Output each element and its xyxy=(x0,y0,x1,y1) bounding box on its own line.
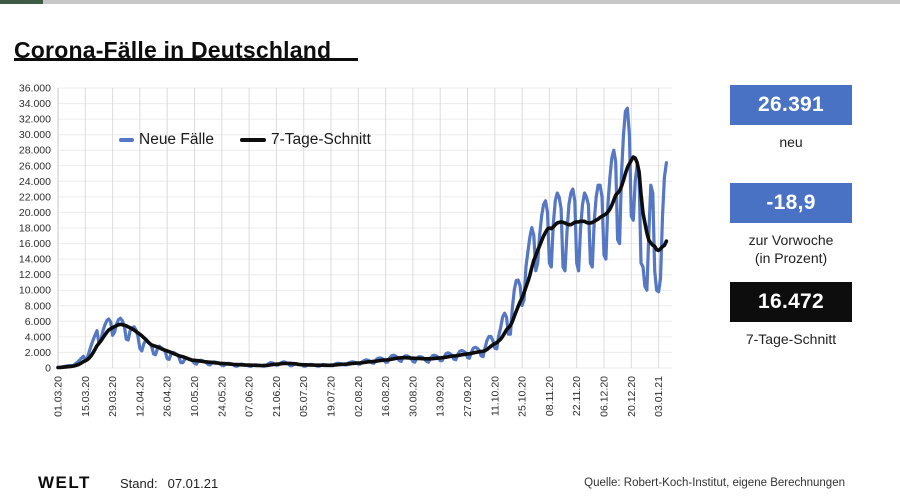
x-axis-tick-label: 21.06.20 xyxy=(271,376,283,417)
y-axis-tick-label: 20.000 xyxy=(19,207,51,219)
y-axis-tick-label: 30.000 xyxy=(19,129,51,141)
y-axis-tick-label: 12.000 xyxy=(19,269,51,281)
legend-label: 7-Tage-Schnitt xyxy=(270,131,371,148)
y-axis-tick-label: 4.000 xyxy=(25,331,51,343)
y-axis-tick-label: 10.000 xyxy=(19,285,51,297)
x-axis-tick-label: 19.07.20 xyxy=(326,376,338,417)
x-axis-tick-label: 08.11.20 xyxy=(544,376,556,416)
x-axis-tick-label: 13.09.20 xyxy=(435,376,447,417)
x-axis-tick-label: 12.04.20 xyxy=(134,376,146,417)
x-axis-tick-label: 26.04.20 xyxy=(162,376,174,417)
y-axis-tick-label: 36.000 xyxy=(19,84,51,95)
stand-value: 07.01.21 xyxy=(167,476,219,491)
y-axis-tick-label: 14.000 xyxy=(19,254,51,266)
top-bar-accent xyxy=(0,0,43,4)
stat-label: neu xyxy=(779,134,803,150)
x-axis-tick-label: 07.06.20 xyxy=(244,376,256,417)
line-chart: 0 2.000 4.000 6.000 8.000 10.000 12.000 14.000 1… xyxy=(19,83,672,417)
top-bar-rest xyxy=(43,0,900,4)
stat-7-day-average: 16.472 7-Tage-Schnitt xyxy=(730,282,852,349)
y-axis-tick-label: 0 xyxy=(45,363,51,375)
stat-label: zur Vorwoche (in Prozent) xyxy=(730,232,852,267)
legend-label: Neue Fälle xyxy=(139,131,214,148)
y-axis-tick-label: 34.000 xyxy=(19,98,51,110)
y-axis-tick-label: 26.000 xyxy=(19,160,51,172)
top-bar xyxy=(0,0,900,4)
welt-logo: WELT xyxy=(38,473,91,492)
x-axis-tick-label: 30.08.20 xyxy=(407,376,419,417)
legend-item-neue-faelle: Neue Fälle xyxy=(119,131,214,149)
y-axis-tick-label: 2.000 xyxy=(25,347,51,359)
x-axis-tick-label: 27.09.20 xyxy=(462,376,474,417)
black-line-icon xyxy=(239,138,266,142)
x-axis-tick-label: 10.05.20 xyxy=(189,376,201,417)
y-axis-tick-label: 18.000 xyxy=(19,223,51,235)
x-axis-tick-label: 15.03.20 xyxy=(80,376,92,417)
y-axis-tick-label: 16.000 xyxy=(19,238,51,250)
stat-week-change: -18,9 zur Vorwoche (in Prozent) xyxy=(730,183,852,267)
y-axis-tick-label: 24.000 xyxy=(19,176,51,188)
chart-legend: Neue Fälle 7-Tage-Schnitt xyxy=(119,131,371,149)
stat-label-line2: (in Prozent) xyxy=(754,249,828,266)
stand-label: Stand: xyxy=(120,476,158,491)
x-axis-tick-label: 29.03.20 xyxy=(107,376,119,417)
y-axis-tick-label: 22.000 xyxy=(19,191,51,203)
source-credit: Quelle: Robert-Koch-Institut, eigene Ber… xyxy=(584,477,845,489)
x-axis-tick-label: 24.05.20 xyxy=(216,376,228,417)
y-axis-tick-label: 28.000 xyxy=(19,145,51,157)
x-axis-tick-label: 16.08.20 xyxy=(380,376,392,417)
x-axis-tick-label: 01.03.20 xyxy=(53,376,65,417)
stat-value-badge: 26.391 xyxy=(730,85,852,125)
stat-new-cases: 26.391 neu xyxy=(730,85,852,152)
x-axis-tick-label: 25.10.20 xyxy=(517,376,529,417)
stat-label-line1: zur Vorwoche xyxy=(748,232,834,248)
x-axis-tick-label: 02.08.20 xyxy=(353,376,365,417)
x-axis-tick-label: 05.07.20 xyxy=(298,376,310,417)
chart-area: 0 2.000 4.000 6.000 8.000 10.000 12.000 14.000 1… xyxy=(0,83,690,440)
y-axis-tick-label: 8.000 xyxy=(25,300,51,312)
y-axis-tick-label: 32.000 xyxy=(19,114,51,126)
y-axis-tick-label: 6.000 xyxy=(25,316,51,328)
stand-date: Stand: 07.01.21 xyxy=(120,476,218,491)
legend-item-7-tage-schnitt: 7-Tage-Schnitt xyxy=(239,131,371,149)
stat-label: 7-Tage-Schnitt xyxy=(745,331,837,347)
x-axis-tick-label: 20.12.20 xyxy=(626,376,638,417)
x-axis-tick-label: 11.10.20 xyxy=(489,376,501,416)
title-underline xyxy=(14,58,358,61)
sieben-tage-schnitt-line xyxy=(56,155,669,370)
stat-value-badge: -18,9 xyxy=(730,183,852,223)
stat-value-badge: 16.472 xyxy=(730,282,852,322)
x-axis-tick-label: 22.11.20 xyxy=(571,376,583,416)
x-axis-tick-label: 03.01.21 xyxy=(653,376,665,417)
blue-line-icon xyxy=(119,138,134,142)
x-axis-tick-label: 06.12.20 xyxy=(599,376,611,417)
